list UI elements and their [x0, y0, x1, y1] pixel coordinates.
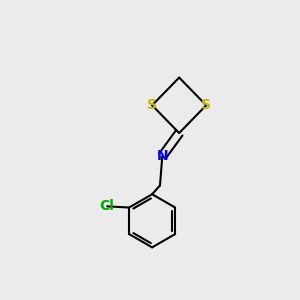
Text: S: S — [201, 98, 211, 112]
Text: S: S — [147, 98, 157, 112]
Text: N: N — [157, 149, 168, 163]
Text: Cl: Cl — [100, 200, 115, 213]
